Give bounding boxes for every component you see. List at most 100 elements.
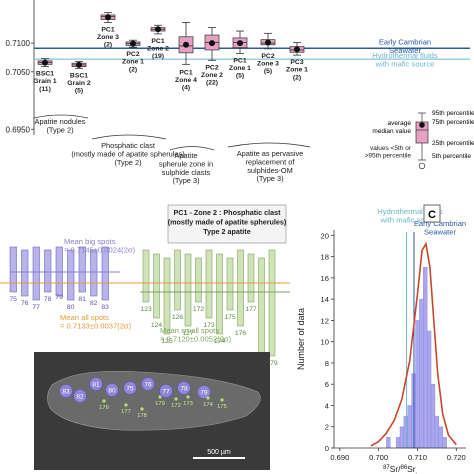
panel-a-box-label: PC1 Zone 2 (19)	[147, 38, 169, 60]
panel-a-reference-label: Hydrothermal fluids with mafic source	[372, 51, 438, 69]
panel-b-big-spot-label: 79	[55, 294, 63, 301]
panel-a-mean-dot	[42, 59, 48, 66]
panel-b-sem-spot-label: 81	[92, 382, 100, 389]
panel-a-group-brace	[169, 146, 215, 151]
panel-b-big-spot-bar	[101, 246, 109, 301]
panel-b-small-spot-label: 127	[182, 330, 194, 337]
panel-c-reference-lines: Hydrothermal fluids with mafic sourceEarl…	[377, 207, 466, 448]
panel-b-small-spot-bar	[153, 253, 160, 319]
panel-a-mean-dot	[130, 40, 136, 47]
panel-b-small-spot-bar	[163, 257, 171, 335]
panel-b-sem-small-spot-label: 176	[99, 405, 109, 411]
panel-c-hist-bar	[419, 298, 424, 449]
panel-a-legend-median-label: median value	[372, 128, 411, 135]
panel-b-small-spot-bar	[247, 253, 255, 303]
panel-b-mean-lines: Mean big spots = 0.7145±0.0024(2σ) Mean al…	[0, 237, 290, 344]
panel-b-title: PC1 - Zone 2 : Phosphatic clast (mostly m…	[168, 208, 287, 236]
panel-b-sem-spot-label: 76	[144, 382, 152, 389]
panel-a-legend-outlier	[418, 162, 426, 170]
panel-b-mean-label: Mean all spots = 0.7133±0.0037(2σ)	[60, 313, 132, 331]
panel-a-group-label: Phosphatic clast (mostly made of apatite …	[71, 141, 184, 167]
panel-a-mean-dot	[183, 41, 189, 48]
panel-a-legend-average: average	[388, 120, 412, 127]
panel-b-sem-image: 83 82 81 80 75 76 77 78 79 176 177 178 179 172 173 174 1…	[34, 352, 270, 470]
panel-b-small-spot-bar	[174, 249, 181, 311]
panel-a-y-tick-label: 0.6950	[6, 125, 31, 134]
panel-c-y-tick-label: 12	[321, 316, 329, 325]
panel-b-big-spot-bar	[21, 249, 29, 297]
panel-b-small-spot-bar	[216, 253, 223, 335]
panel-b-sem-small-spot	[140, 407, 144, 411]
panel-c-y-tick-label: 0	[325, 444, 329, 453]
panel-b-small-spot-bar	[268, 249, 276, 357]
panel-b-title-box	[167, 204, 287, 244]
panel-b-sem-small-spot-label: 173	[183, 401, 193, 407]
panel-b-small-spot-label: 173	[203, 322, 215, 329]
panel-a: 0.7100 0.7050 0.6950 Early Cambrian Seawate…	[6, 0, 474, 185]
panel-b-sem-spot-label: 83	[62, 389, 70, 396]
panel-c-hist-bar	[438, 426, 443, 449]
panel-b-sem-spot	[197, 385, 211, 399]
panel-c-y-tick-label: 10	[321, 338, 329, 347]
panel-b-big-spot-label: 83	[101, 304, 109, 311]
panel-b: PC1 - Zone 2 : Phosphatic clast (mostly m…	[0, 204, 290, 470]
panel-a-box-label: PC1 Zone 1 (5)	[229, 57, 251, 79]
panel-b-small-spot-bar	[195, 257, 202, 303]
panel-b-small-spot-label: 179	[266, 360, 278, 367]
panel-b-sem-small-spot-label: 174	[203, 402, 213, 408]
panel-c-y-tick-label: 8	[325, 359, 329, 368]
panel-b-sem-spot	[105, 383, 119, 397]
panel-b-sem-small-spot-label: 172	[171, 403, 181, 409]
panel-a-mean-dot	[237, 40, 243, 47]
panel-a-box-label: PC2 Zone 2 (22)	[201, 64, 223, 86]
panel-b-sem-small-spot-label: 178	[137, 413, 147, 419]
panel-c-y-tick-label: 6	[325, 380, 329, 389]
panel-c-hist-bar	[430, 383, 436, 449]
panel-a-mean-dot	[209, 40, 215, 47]
panel-b-mean-label: Mean small spots = 0.7120±0.0052(2σ)	[160, 326, 232, 344]
panel-c-hist-bar	[399, 426, 405, 449]
panel-b-big-spot-bar	[67, 249, 75, 301]
panel-b-big-spot-label: 82	[90, 300, 98, 307]
panel-b-sem-spot-label: 80	[108, 388, 116, 395]
panel-b-small-spot-bar	[205, 249, 213, 319]
panel-b-sem-spot	[73, 389, 87, 403]
panel-b-sem-small-spot	[220, 398, 224, 402]
panel-a-mean-dot	[294, 46, 300, 53]
panel-c-x-tick-label: 0.710	[408, 453, 427, 462]
panel-a-box-label: PC1 Zone 3 (2)	[97, 26, 119, 48]
panel-a-legend-p25: 25th percentile	[432, 140, 474, 147]
panel-b-big-spot-label: 78	[44, 296, 52, 303]
panel-a-mean-dot	[76, 61, 82, 68]
panel-b-sem-spot-label: 82	[76, 394, 84, 401]
panel-b-sem-spot	[59, 384, 73, 398]
panel-c-y-tick-label: 16	[321, 274, 329, 283]
panel-c-hist-bar	[407, 405, 412, 449]
panel-b-sem-spot-label: 78	[180, 386, 188, 393]
panel-b-small-spot-label: 125	[161, 338, 173, 345]
panel-c-hist-bar	[415, 320, 420, 449]
panel-c-density-curve	[370, 241, 457, 447]
panel-b-scale-label: 500 µm	[207, 449, 231, 456]
panel-a-group-label: Apatite spherule zone in sulphide clasts (T…	[159, 151, 213, 185]
panel-a-box-label: PC2 Zone 1 (2)	[122, 51, 144, 73]
panel-a-group-brace	[91, 134, 167, 140]
panel-a-y-tick-label: 0.7100	[6, 39, 31, 48]
panel-b-big-spot-label: 76	[21, 300, 29, 307]
panel-b-sem-small-spot	[206, 396, 210, 400]
panel-c: Hydrothermal fluids with mafic sourceEarl…	[296, 204, 466, 474]
panel-c-x-tick-label: 0.700	[369, 453, 388, 462]
panel-c-y-tick-label: 2	[325, 423, 329, 432]
panel-c-hist-bar	[403, 415, 408, 449]
panel-b-small-spot-bar	[226, 257, 234, 311]
panel-c-hist-bar	[426, 330, 432, 449]
panel-b-sem-spot	[159, 384, 173, 398]
panel-b-big-spot-bar	[32, 246, 40, 301]
panel-a-group-brace	[33, 114, 89, 119]
panel-b-big-spot-label: 77	[32, 304, 40, 311]
panel-c-reference-label: Early Cambrian Seawater	[414, 219, 466, 237]
panel-b-big-spot-bar	[44, 249, 52, 293]
panel-a-box-label: BSC1 Grain 1 (11)	[33, 71, 57, 93]
